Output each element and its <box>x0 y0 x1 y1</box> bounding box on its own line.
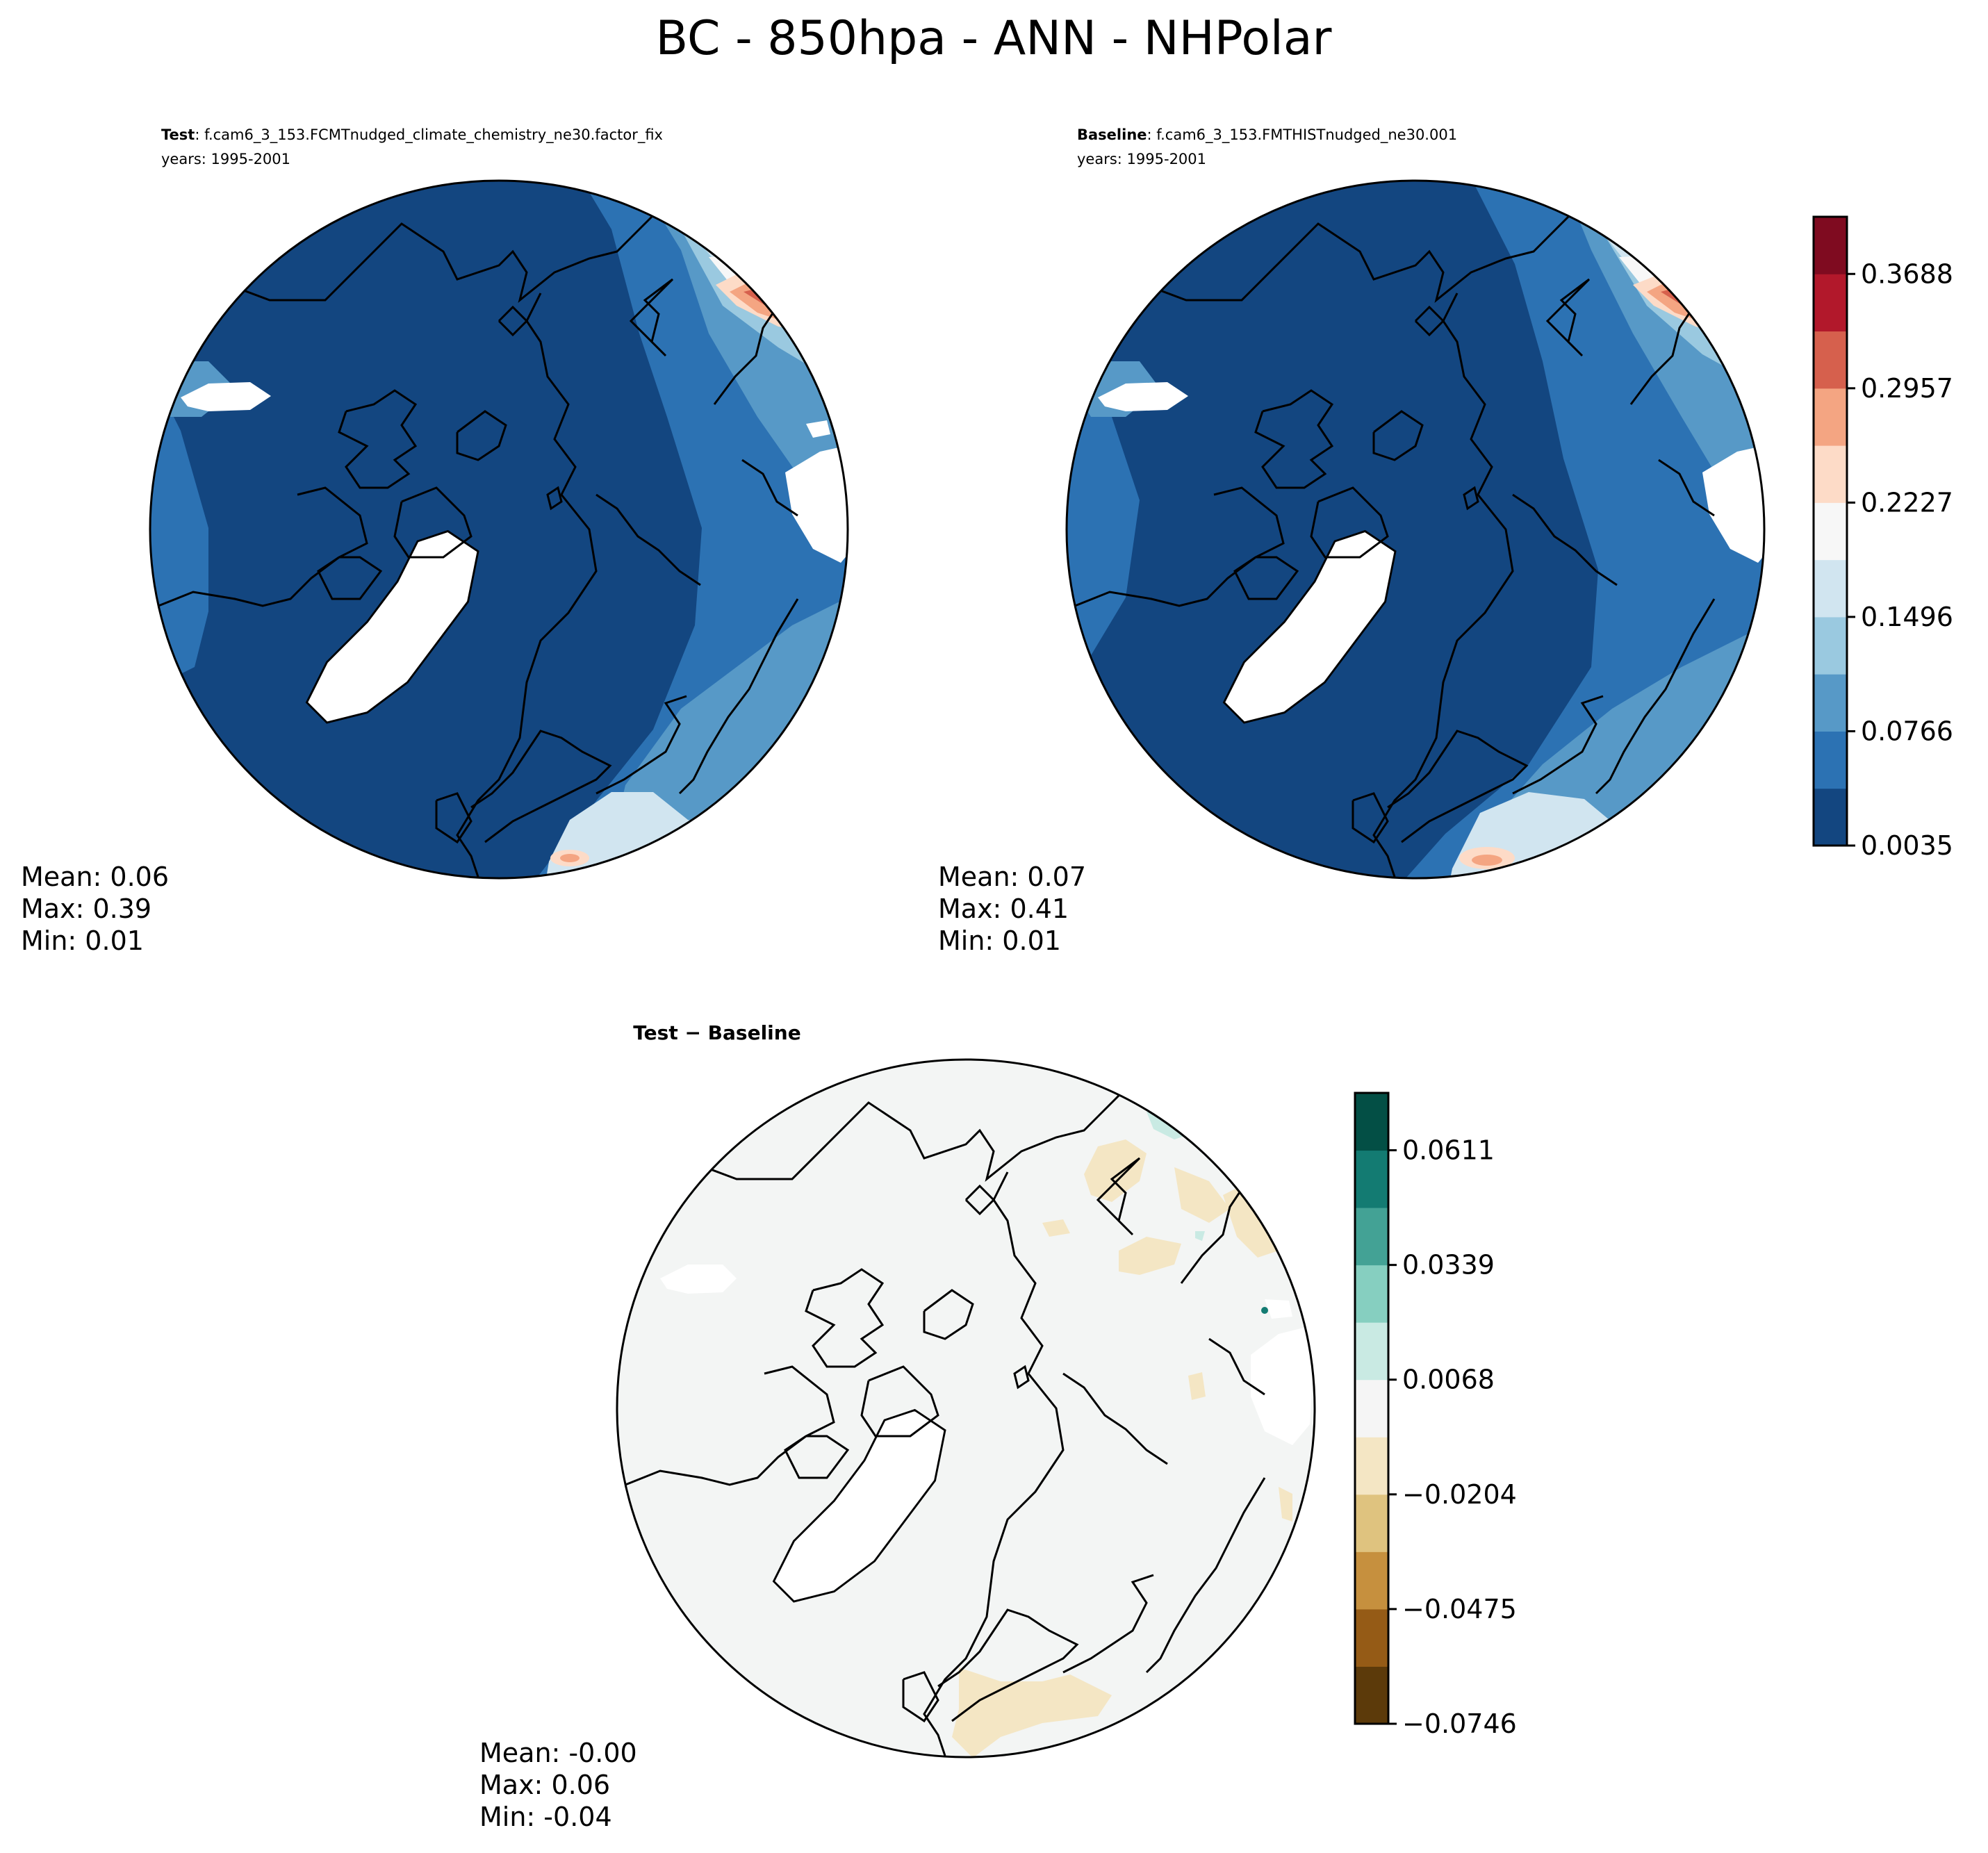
map-baseline <box>1067 181 1764 878</box>
colorbar-swatch <box>1355 1265 1388 1323</box>
colorbar-diff: −0.0746 −0.0475 −0.0204 0.0068 0.0339 0.0611 <box>1354 1092 1517 1739</box>
panel-label-bold: Test <box>161 126 195 143</box>
colorbar-tick-label: 0.1496 <box>1861 602 1953 632</box>
stat-max: Max: 0.06 <box>479 1770 610 1800</box>
colorbar-swatch <box>1814 616 1847 675</box>
map-border <box>149 179 849 880</box>
colorbar-swatch <box>1355 1150 1388 1208</box>
colorbar-tick-label: 0.0339 <box>1402 1250 1495 1280</box>
colorbar-tick-label: 0.0035 <box>1861 830 1953 861</box>
colorbar-swatch <box>1814 731 1847 789</box>
colorbar-swatch <box>1814 331 1847 389</box>
panel-label: Baseline: f.cam6_3_153.FMTHISTnudged_ne3… <box>1077 126 1457 144</box>
panel-label-bold: Test − Baseline <box>633 1021 800 1044</box>
colorbar-tick-label: 0.2227 <box>1861 487 1953 518</box>
colorbar-swatch <box>1814 388 1847 446</box>
colorbar-border <box>1354 1092 1390 1725</box>
colorbar-tick-label: −0.0746 <box>1402 1708 1517 1739</box>
colorbar-tick-label: 0.0611 <box>1402 1135 1495 1166</box>
stat-max: Max: 0.39 <box>21 893 151 924</box>
colorbar-swatch <box>1355 1379 1388 1438</box>
colorbar-border <box>1812 215 1848 847</box>
colorbar-swatch <box>1355 1322 1388 1381</box>
colorbar-tick-label: 0.0068 <box>1402 1365 1495 1395</box>
panel-label-bold: Baseline <box>1077 126 1147 143</box>
map-diff <box>617 1060 1315 1757</box>
stat-mean: Mean: 0.06 <box>21 862 169 892</box>
figure-title: BC - 850hpa - ANN - NHPolar <box>656 11 1332 66</box>
colorbar-swatch <box>1355 1093 1388 1151</box>
colorbar-swatch <box>1814 445 1847 503</box>
panel-baseline: Baseline: f.cam6_3_153.FMTHISTnudged_ne3… <box>938 126 1766 956</box>
stat-mean: Mean: 0.07 <box>938 862 1086 892</box>
colorbar-tick-label: 0.2957 <box>1861 373 1953 404</box>
colorbar-tick-label: −0.0204 <box>1402 1479 1517 1510</box>
stat-min: Min: 0.01 <box>938 925 1061 956</box>
colorbar-swatch <box>1355 1208 1388 1266</box>
panel-label: Test: f.cam6_3_153.FCMTnudged_climate_ch… <box>161 126 663 144</box>
panel-diff: Test − Baseline Mean: -0.00 Ma <box>479 1021 1316 1832</box>
map-border <box>616 1058 1316 1759</box>
panel-label: Test − Baseline <box>633 1021 800 1044</box>
colorbar-tick-label: −0.0475 <box>1402 1594 1517 1624</box>
colorbar-swatch <box>1814 788 1847 846</box>
colorbar-swatch <box>1355 1437 1388 1495</box>
colorbar-swatch <box>1355 1666 1388 1724</box>
panel-label-case: : f.cam6_3_153.FCMTnudged_climate_chemis… <box>195 126 663 144</box>
stat-min: Min: -0.04 <box>479 1802 612 1832</box>
stat-min: Min: 0.01 <box>21 925 144 956</box>
colorbar-swatch <box>1355 1608 1388 1667</box>
colorbar-swatch <box>1814 559 1847 618</box>
colorbar-swatch <box>1814 274 1847 332</box>
panel-years: years: 1995-2001 <box>161 151 290 167</box>
colorbar-main: 0.0035 0.0766 0.1496 0.2227 0.2957 0.3688 <box>1812 215 1953 861</box>
colorbar-swatch <box>1814 674 1847 732</box>
map-border <box>1065 179 1766 880</box>
stat-mean: Mean: -0.00 <box>479 1738 637 1768</box>
panel-years: years: 1995-2001 <box>1077 151 1206 167</box>
colorbar-swatch <box>1814 502 1847 561</box>
colorbar-swatch <box>1355 1494 1388 1552</box>
panel-test: Test: f.cam6_3_153.FCMTnudged_climate_ch… <box>21 126 849 956</box>
colorbar-tick-label: 0.0766 <box>1861 716 1953 746</box>
colorbar-swatch <box>1814 217 1847 274</box>
colorbar-tick-label: 0.3688 <box>1861 258 1953 289</box>
stat-max: Max: 0.41 <box>938 893 1069 924</box>
panel-label-case: : f.cam6_3_153.FMTHISTnudged_ne30.001 <box>1147 126 1458 144</box>
colorbar-swatch <box>1355 1551 1388 1610</box>
